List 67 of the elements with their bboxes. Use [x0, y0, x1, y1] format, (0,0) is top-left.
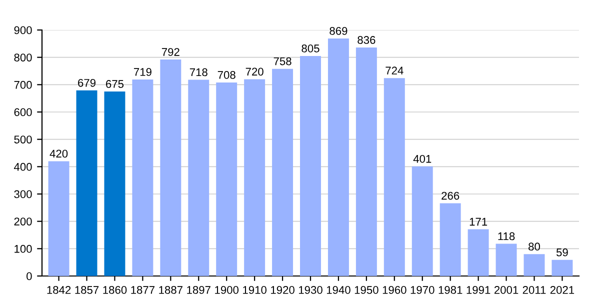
x-tick-label: 1930 — [298, 286, 322, 294]
y-tick-label: 600 — [14, 108, 32, 116]
data-label: 679 — [78, 78, 96, 87]
y-tick-label: 300 — [14, 190, 32, 198]
bar — [188, 80, 210, 276]
y-tick-label: 400 — [14, 162, 32, 171]
data-label: 118 — [498, 232, 515, 240]
data-label: 401 — [413, 154, 432, 163]
data-label: 758 — [274, 57, 292, 66]
y-tick-label: 200 — [14, 218, 32, 226]
bar — [160, 60, 182, 276]
data-label: 719 — [134, 68, 152, 76]
bar — [412, 166, 433, 276]
x-tick-label: 2001 — [494, 286, 518, 294]
x-tick-label: 1950 — [354, 286, 378, 294]
bar — [356, 47, 377, 276]
x-tick-label: 1897 — [187, 286, 210, 294]
bar — [244, 79, 266, 276]
data-label: 718 — [190, 68, 208, 76]
y-tick-label: 0 — [26, 272, 32, 280]
bar — [132, 79, 154, 276]
bar — [48, 161, 70, 276]
y-tick-label: 900 — [14, 26, 32, 34]
data-label: 792 — [162, 48, 180, 56]
data-label: 80 — [528, 242, 540, 251]
bar — [440, 203, 461, 276]
data-label: 171 — [470, 218, 488, 226]
x-tick-label: 1991 — [466, 286, 490, 294]
data-label: 805 — [302, 44, 320, 52]
data-label: 836 — [358, 36, 376, 44]
x-tick-label: 1960 — [382, 286, 406, 294]
x-tick-label: 1970 — [410, 286, 434, 294]
x-tick-label: 1857 — [75, 286, 99, 294]
x-tick-label: 1981 — [438, 286, 462, 294]
bar — [216, 82, 238, 276]
x-tick-label: 1900 — [215, 286, 239, 294]
x-tick-label: 1860 — [103, 286, 127, 294]
bar — [384, 78, 405, 276]
data-label: 420 — [50, 150, 68, 158]
x-tick-label: 1920 — [271, 286, 294, 294]
bar — [328, 38, 349, 276]
x-tick-label: 2011 — [522, 286, 546, 294]
x-tick-label: 1910 — [243, 286, 266, 294]
data-label: 708 — [218, 71, 236, 79]
x-tick-label: 1877 — [131, 286, 154, 294]
bar — [468, 229, 489, 276]
bar — [524, 254, 545, 276]
y-tick-label: 700 — [14, 80, 32, 89]
bar — [272, 68, 294, 276]
y-tick-label: 500 — [14, 136, 32, 144]
data-label: 675 — [106, 80, 124, 88]
data-label: 720 — [246, 68, 264, 76]
x-tick-label: 2021 — [550, 286, 574, 294]
x-tick-label: 1887 — [159, 286, 182, 294]
bar — [496, 244, 517, 276]
bar — [552, 260, 573, 276]
data-label: 266 — [442, 192, 460, 200]
data-label: 724 — [386, 66, 404, 74]
x-tick-label: 1842 — [47, 286, 71, 294]
bar — [76, 90, 98, 276]
y-tick-label: 800 — [14, 54, 32, 62]
bar — [104, 92, 126, 276]
y-tick-label: 100 — [14, 244, 32, 253]
data-label: 59 — [556, 248, 568, 256]
data-label: 869 — [330, 27, 348, 35]
x-tick-label: 1940 — [326, 286, 350, 294]
bar — [300, 56, 321, 276]
